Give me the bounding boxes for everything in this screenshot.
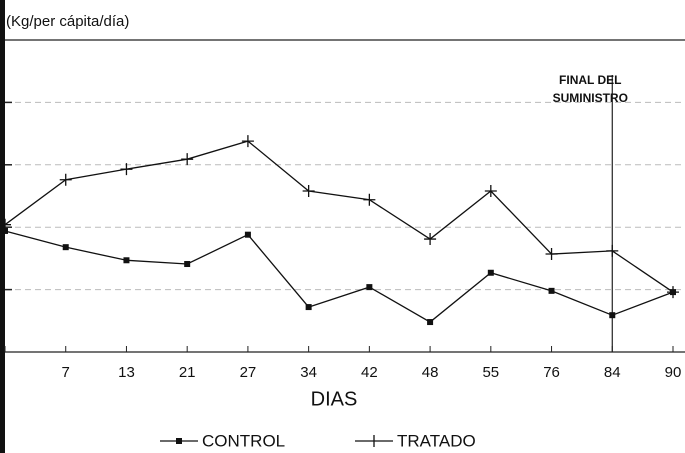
point (305, 304, 312, 311)
point (606, 244, 619, 257)
point (244, 231, 251, 238)
point (123, 257, 130, 264)
point (363, 193, 376, 206)
legend-marker (176, 438, 182, 444)
x-tick-label: 7 (62, 364, 70, 381)
point (0, 218, 11, 231)
point (487, 269, 494, 276)
x-tick-label: 34 (300, 364, 317, 381)
x-axis-label: DIAS (311, 388, 358, 410)
x-tick-label: 90 (665, 364, 682, 381)
point (548, 287, 555, 294)
point (184, 261, 191, 268)
x-tick-label: 84 (604, 364, 621, 381)
x-tick-label: 42 (361, 364, 378, 381)
x-tick-label: 13 (118, 364, 135, 381)
point (62, 244, 69, 251)
point (609, 312, 616, 319)
point (424, 233, 437, 246)
point (545, 248, 558, 261)
x-tick-label: 76 (543, 364, 560, 381)
point (59, 173, 72, 186)
scan-edge (0, 0, 5, 453)
x-tick-label: 21 (179, 364, 196, 381)
point (484, 185, 497, 198)
x-tick-label: 55 (482, 364, 499, 381)
point (427, 319, 434, 326)
point (2, 227, 8, 234)
point (181, 153, 194, 166)
legend-label: CONTROL (202, 431, 285, 450)
x-tick-label: 27 (240, 364, 257, 381)
annotation-text: FINAL DEL (559, 73, 621, 87)
point (366, 284, 373, 291)
y-axis-label: (Kg/per cápita/día) (6, 13, 129, 30)
legend-label: TRATADO (397, 431, 476, 450)
x-tick-label: 48 (422, 364, 439, 381)
point (667, 286, 679, 299)
series-line (4, 230, 674, 323)
series-line (4, 140, 674, 293)
point (241, 135, 254, 148)
point (120, 163, 133, 176)
point (302, 185, 315, 198)
annotation-text: SUMINISTRO (553, 91, 628, 105)
